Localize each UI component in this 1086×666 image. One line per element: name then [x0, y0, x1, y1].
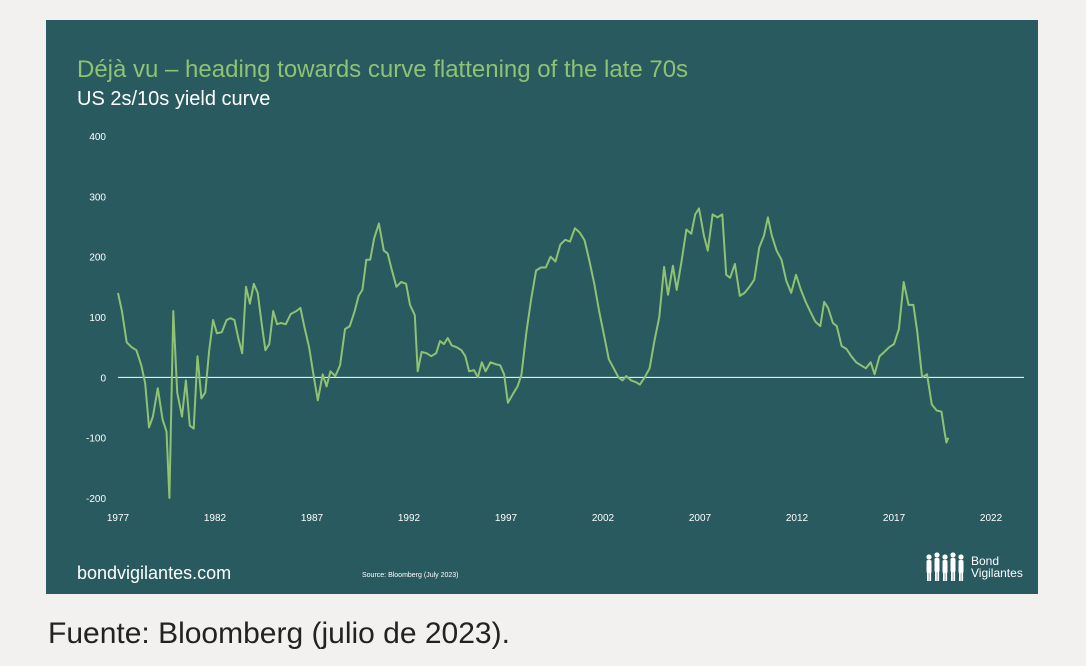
- x-tick-label: 1982: [204, 513, 227, 524]
- x-tick-label: 2022: [980, 513, 1003, 524]
- chart-panel: Déjà vu – heading towards curve flatteni…: [46, 20, 1038, 594]
- chart-subtitle: US 2s/10s yield curve: [77, 88, 271, 110]
- bond-vigilantes-logo: Bond Vigilantes: [924, 551, 1034, 585]
- logo-text-vigilantes: Vigilantes: [971, 566, 1023, 580]
- x-tick-label: 2007: [689, 513, 712, 524]
- y-tick-label: -200: [86, 494, 106, 505]
- x-tick-label: 1977: [107, 513, 130, 524]
- y-tick-label: 200: [89, 253, 106, 264]
- x-tick-label: 1987: [301, 513, 324, 524]
- y-tick-label: -100: [86, 434, 106, 445]
- x-tick-label: 2012: [786, 513, 809, 524]
- x-tick-label: 2002: [592, 513, 615, 524]
- site-name: bondvigilantes.com: [77, 563, 232, 583]
- x-tick-label: 2017: [883, 513, 906, 524]
- series-layer: [117, 207, 950, 499]
- y-tick-label: 300: [89, 192, 106, 203]
- people-logo-icon: [926, 552, 964, 581]
- source-note: Source: Bloomberg (July 2023): [362, 572, 459, 579]
- y-tick-label: 0: [100, 373, 106, 384]
- x-tick-label: 1992: [398, 513, 421, 524]
- figure-caption: Fuente: Bloomberg (julio de 2023).: [48, 617, 510, 650]
- logo-text-bond: Bond: [971, 554, 1000, 568]
- x-tick-label: 1997: [495, 513, 518, 524]
- y-tick-label: 100: [89, 313, 106, 324]
- y-tick-label: 400: [89, 132, 106, 143]
- y-axis-ticks: 400 300 200 100 0 -100 -200: [86, 132, 106, 505]
- x-axis-ticks: 1977 1982 1987 1992 1997 2002 2007 2012 2017 2022: [107, 513, 1003, 524]
- chart-title: Déjà vu – heading towards curve flatteni…: [77, 56, 689, 83]
- series-line: [117, 207, 950, 499]
